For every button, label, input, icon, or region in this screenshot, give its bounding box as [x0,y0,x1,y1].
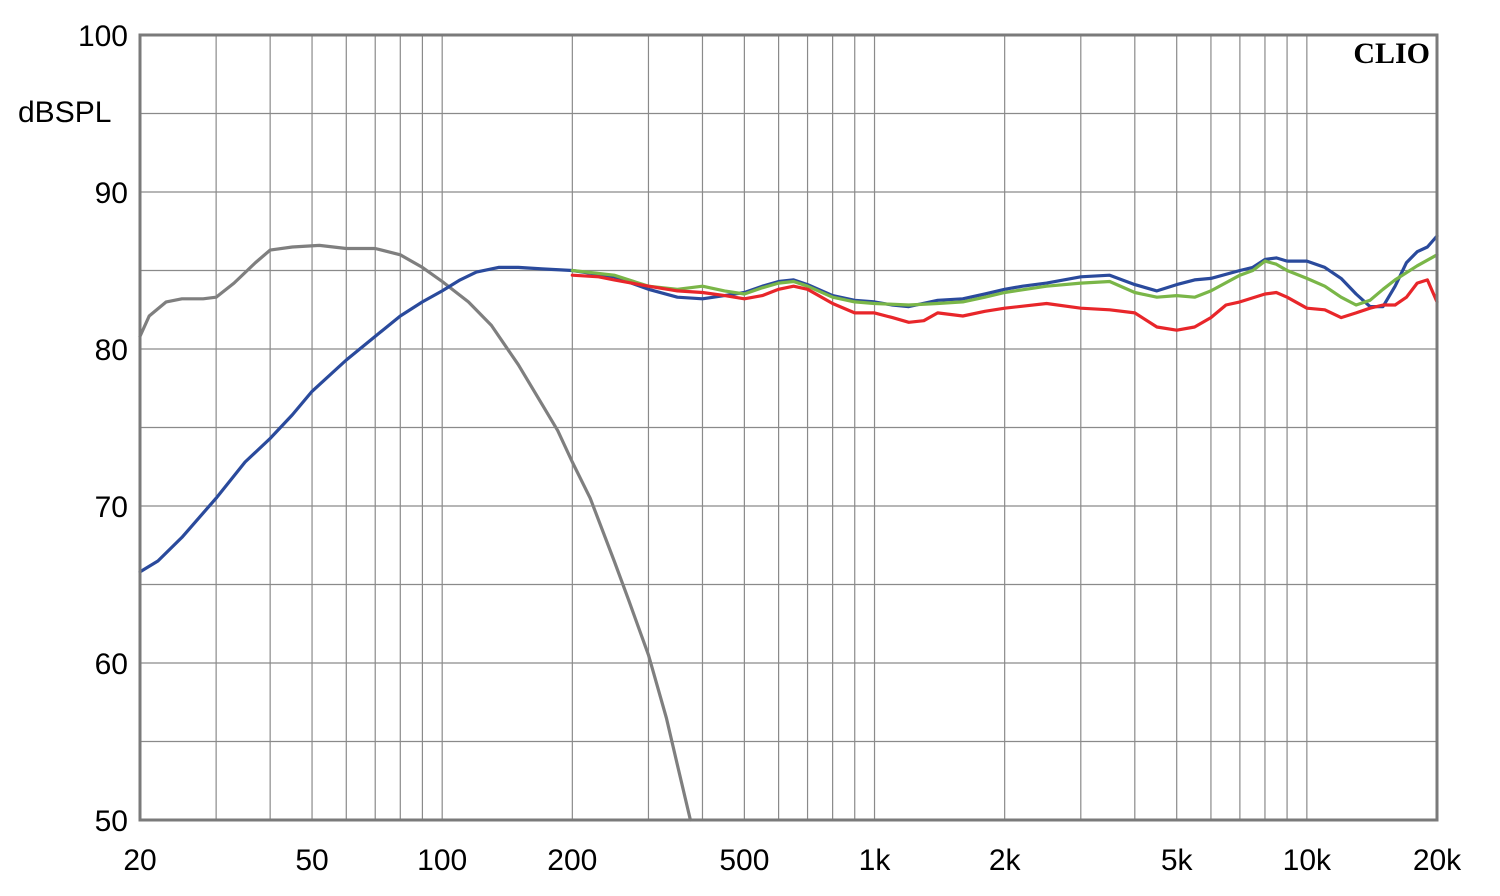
x-tick-label: 100 [417,844,467,877]
x-tick-label: 200 [547,844,597,877]
x-tick-label: 5k [1161,844,1194,877]
y-tick-label: 50 [95,805,128,838]
y-tick-label: 100 [78,20,128,53]
x-tick-label: 2k [989,844,1022,877]
x-tick-label: 20 [123,844,156,877]
tick-labels: 50 60 70 80 90 100 20 50 100 200 500 1k 2k 5k 10k 20k [78,20,1462,877]
series-group [138,234,1439,822]
x-tick-label: 1k [859,844,892,877]
x-tick-label: 500 [719,844,769,877]
grid [140,35,1437,820]
x-tick-label: 10k [1283,844,1332,877]
y-tick-label: 70 [95,491,128,524]
x-tick-label: 20k [1413,844,1462,877]
y-tick-label: 80 [95,334,128,367]
series-line-4 [570,273,1439,332]
series-line-1 [138,243,692,822]
brand-watermark: CLIO [1353,37,1430,70]
x-tick-label: 50 [295,844,328,877]
plot-frame [138,33,1439,822]
y-tick-label: 90 [95,177,128,210]
y-tick-label: 60 [95,648,128,681]
series-line-3 [570,253,1439,307]
y-axis-unit-label: dBSPL [18,96,111,129]
